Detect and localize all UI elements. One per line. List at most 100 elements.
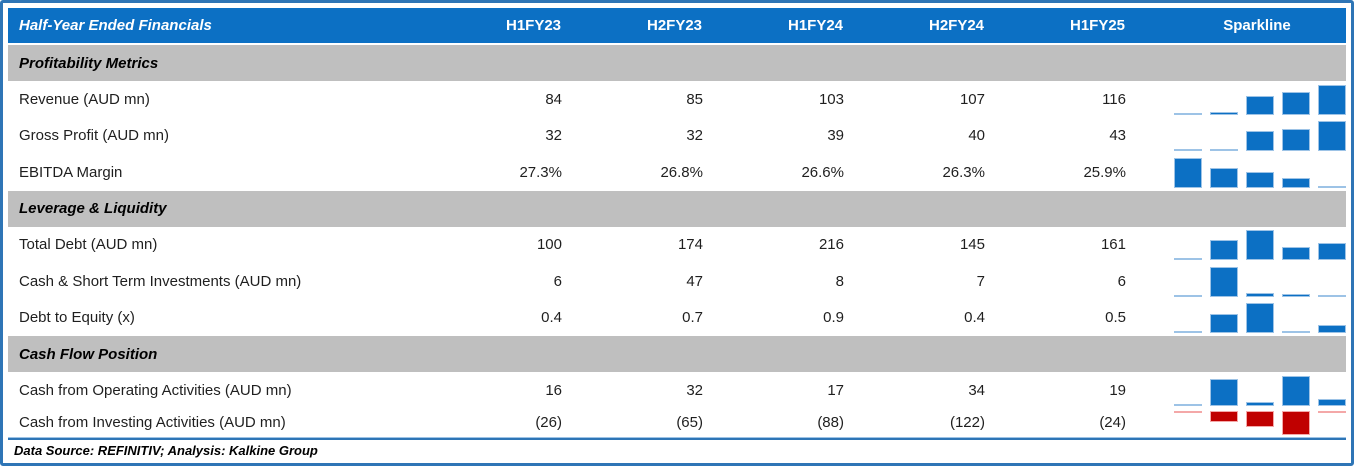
sparkline-bar (1318, 294, 1346, 297)
column-header-h1fy23: H1FY23 (505, 17, 562, 34)
table-row-cash-investing: Cash from Investing Activities (AUD mn) … (8, 409, 1346, 437)
value-cell: (65) (676, 414, 703, 431)
sparkline-bar (1282, 410, 1310, 435)
sparkline-ebitda-margin (1168, 154, 1346, 191)
table-row-ebitda-margin: EBITDA Margin 27.3% 26.8% 26.6% 26.3% 25… (8, 154, 1346, 191)
sparkline-bar (1246, 95, 1274, 115)
value-cell: 34 (968, 381, 985, 399)
sparkline-bar (1174, 112, 1202, 115)
value-cell: 161 (1100, 236, 1126, 254)
column-header-sparkline: Sparkline (1223, 17, 1291, 34)
table-row-cash-operating: Cash from Operating Activities (AUD mn) … (8, 372, 1346, 409)
section-header-cash-flow: Cash Flow Position (8, 336, 1346, 372)
value-cell: 103 (818, 90, 844, 108)
row-label: Cash from Investing Activities (AUD mn) (19, 414, 286, 431)
value-cell: 7 (976, 272, 985, 290)
table-row-debt-to-equity: Debt to Equity (x) 0.4 0.7 0.9 0.4 0.5 (8, 300, 1346, 337)
sparkline-bar (1282, 293, 1310, 297)
sparkline-bar (1282, 247, 1310, 260)
sparkline-bar (1210, 314, 1238, 333)
section-title: Cash Flow Position (19, 345, 158, 363)
value-cell: 32 (686, 127, 703, 145)
value-cell: (26) (535, 414, 562, 431)
sparkline-bar (1318, 398, 1346, 406)
sparkline-bar (1246, 293, 1274, 297)
value-cell: 85 (686, 90, 703, 108)
sparkline-bar (1246, 401, 1274, 406)
value-cell: 19 (1109, 381, 1126, 399)
value-cell: 32 (545, 127, 562, 145)
table-bottom-border (8, 436, 1346, 440)
section-title: Profitability Metrics (19, 54, 159, 72)
value-cell: 145 (959, 236, 985, 254)
sparkline-bar (1174, 403, 1202, 406)
row-label: Cash & Short Term Investments (AUD mn) (19, 272, 302, 290)
value-cell: 6 (553, 272, 562, 290)
value-cell: (122) (949, 414, 985, 431)
table-row-total-debt: Total Debt (AUD mn) 100 174 216 145 161 (8, 227, 1346, 264)
sparkline-cash-investing (1168, 409, 1346, 437)
sparkline-bar (1210, 240, 1238, 260)
value-cell: 100 (536, 236, 562, 254)
row-label: Gross Profit (AUD mn) (19, 127, 170, 145)
sparkline-bar (1210, 410, 1238, 422)
value-cell: 26.8% (660, 163, 703, 181)
value-cell: 116 (1102, 90, 1126, 108)
value-cell: (88) (817, 414, 844, 431)
sparkline-cash-operating (1168, 372, 1346, 409)
value-cell: 40 (968, 127, 985, 145)
value-cell: 0.7 (682, 309, 703, 327)
column-header-h1fy25: H1FY25 (1069, 17, 1126, 34)
sparkline-revenue (1168, 81, 1346, 118)
sparkline-bar (1246, 303, 1274, 333)
sparkline-bar (1318, 185, 1346, 188)
source-note: Data Source: REFINITIV; Analysis: Kalkin… (14, 442, 318, 458)
sparkline-bar (1318, 84, 1346, 115)
table-row-revenue: Revenue (AUD mn) 84 85 103 107 116 (8, 81, 1346, 118)
sparkline-bar (1210, 111, 1238, 115)
sparkline-bar (1210, 266, 1238, 297)
value-cell: 84 (545, 90, 562, 108)
sparkline-bar (1246, 230, 1274, 260)
table-row-gross-profit: Gross Profit (AUD mn) 32 32 39 40 43 (8, 118, 1346, 155)
sparkline-gross-profit (1168, 118, 1346, 155)
sparkline-bar (1246, 131, 1274, 151)
value-cell: 25.9% (1083, 163, 1126, 181)
sparkline-bar (1318, 410, 1346, 413)
sparkline-bar (1282, 92, 1310, 115)
value-cell: 0.4 (541, 309, 562, 327)
row-label: Revenue (AUD mn) (19, 90, 150, 108)
value-cell: 216 (818, 236, 844, 254)
value-cell: 174 (677, 236, 703, 254)
sparkline-bar (1282, 375, 1310, 406)
value-cell: 32 (686, 381, 703, 399)
value-cell: 107 (959, 90, 985, 108)
column-header-h2fy23: H2FY23 (646, 17, 703, 34)
sparkline-bar (1174, 157, 1202, 188)
sparkline-total-debt (1168, 227, 1346, 264)
sparkline-bar (1174, 410, 1202, 413)
table-header-row: Half-Year Ended Financials H1FY23 H2FY23… (8, 8, 1346, 43)
section-header-leverage: Leverage & Liquidity (8, 190, 1346, 227)
value-cell: 27.3% (519, 163, 562, 181)
sparkline-bar (1282, 177, 1310, 188)
value-cell: 0.4 (964, 309, 985, 327)
sparkline-bar (1210, 149, 1238, 151)
sparkline-bar (1174, 331, 1202, 333)
row-label: Total Debt (AUD mn) (19, 236, 158, 254)
value-cell: (24) (1099, 414, 1126, 431)
row-label: Debt to Equity (x) (19, 309, 135, 327)
sparkline-bar (1282, 331, 1310, 333)
section-title: Leverage & Liquidity (19, 200, 167, 217)
section-header-profitability: Profitability Metrics (8, 45, 1346, 81)
table-title: Half-Year Ended Financials (19, 17, 212, 34)
sparkline-bar (1282, 128, 1310, 151)
sparkline-bar (1174, 294, 1202, 297)
value-cell: 6 (1117, 272, 1126, 290)
sparkline-cash-sti (1168, 263, 1346, 300)
value-cell: 0.9 (823, 309, 844, 327)
sparkline-bar (1246, 171, 1274, 188)
value-cell: 26.6% (801, 163, 844, 181)
value-cell: 26.3% (942, 163, 985, 181)
column-header-h1fy24: H1FY24 (787, 17, 844, 34)
